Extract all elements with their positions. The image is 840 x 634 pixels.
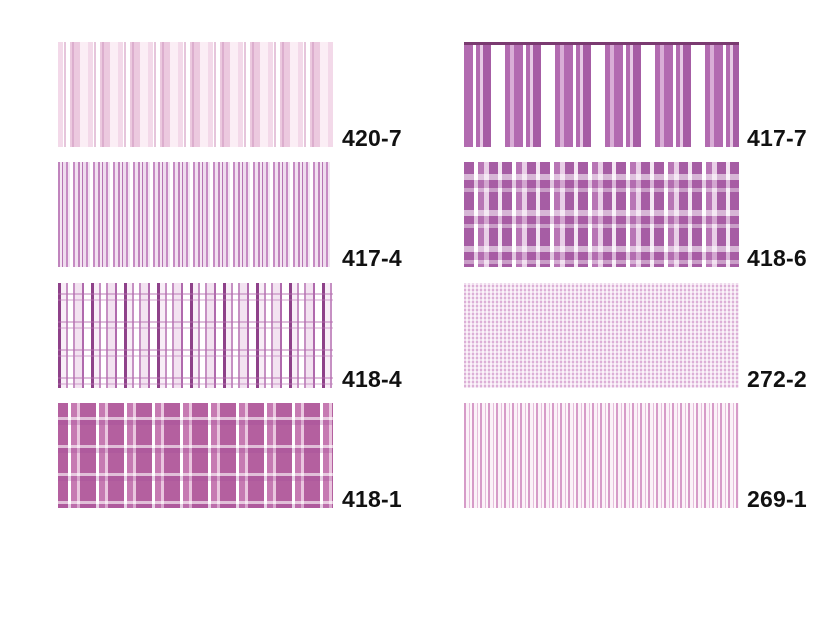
fabric-code-label: 417-7 [747,125,807,151]
lilac-plaid-icon [464,162,739,267]
fabric-code-label: 272-2 [747,366,807,392]
pink-micro-check-icon [464,283,739,388]
pink-pinstripe-icon [464,403,739,508]
pink-check-icon [58,403,333,508]
fabric-code-label: 418-1 [342,486,402,512]
fabric-code-label: 417-4 [342,245,402,271]
lilac-window-check-icon [58,283,333,388]
fabric-code-label: 418-6 [747,245,807,271]
pale-pink-stripe-icon [58,42,333,147]
lilac-bold-stripe-icon [464,42,739,147]
fabric-code-label: 269-1 [747,486,807,512]
fabric-code-label: 420-7 [342,125,402,151]
lilac-fine-stripe-icon [58,162,333,267]
fabric-code-label: 418-4 [342,366,402,392]
